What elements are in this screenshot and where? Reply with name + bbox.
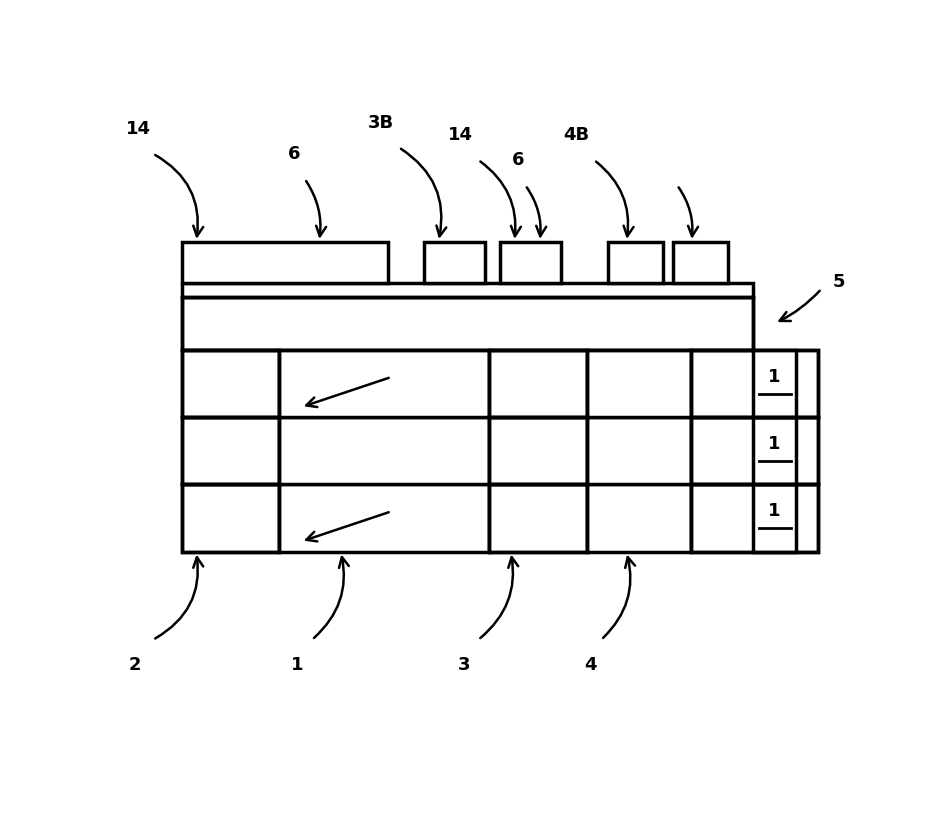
Bar <box>691 350 818 417</box>
Bar <box>753 417 797 484</box>
Bar <box>691 484 818 551</box>
Bar <box>489 484 587 551</box>
Bar <box>489 484 587 551</box>
Bar <box>608 242 662 283</box>
Text: 1: 1 <box>291 655 303 673</box>
Bar <box>691 417 818 484</box>
Bar <box>182 297 753 350</box>
Bar <box>279 350 489 417</box>
Bar <box>489 350 587 417</box>
Bar <box>279 484 489 551</box>
Bar <box>753 484 797 551</box>
Text: 4: 4 <box>584 655 596 673</box>
Bar <box>489 350 587 417</box>
Text: 6: 6 <box>511 151 524 169</box>
Bar <box>489 417 587 484</box>
Text: 6: 6 <box>287 145 300 163</box>
Bar <box>182 484 279 551</box>
Bar <box>489 484 587 551</box>
Bar <box>182 350 279 417</box>
Text: 14: 14 <box>448 126 473 144</box>
Bar <box>182 417 279 484</box>
Bar <box>424 242 485 283</box>
Bar <box>182 350 279 417</box>
Bar <box>691 484 818 551</box>
Bar <box>182 297 753 350</box>
Bar <box>500 242 562 283</box>
Bar <box>691 417 818 484</box>
Bar <box>182 417 279 484</box>
Bar <box>182 297 753 350</box>
Bar <box>182 283 753 297</box>
Bar <box>489 350 587 417</box>
Bar <box>691 350 818 417</box>
Text: 5: 5 <box>832 273 845 291</box>
Bar <box>182 484 279 551</box>
Bar <box>691 484 818 551</box>
Bar <box>587 350 691 417</box>
Bar <box>489 417 587 484</box>
Bar <box>587 484 691 551</box>
Bar <box>587 417 691 484</box>
Text: 14: 14 <box>126 120 151 138</box>
Text: 1: 1 <box>769 502 781 520</box>
Bar <box>691 350 818 417</box>
Bar <box>182 242 388 283</box>
Bar <box>489 417 587 484</box>
Bar <box>182 417 279 484</box>
Bar <box>674 242 728 283</box>
Text: 2: 2 <box>129 655 141 673</box>
Text: 3B: 3B <box>368 114 394 132</box>
Bar <box>182 350 279 417</box>
Text: 1: 1 <box>769 368 781 386</box>
Text: 3: 3 <box>457 655 470 673</box>
Bar <box>753 350 797 417</box>
Text: 1: 1 <box>769 435 781 453</box>
Bar <box>691 417 818 484</box>
Text: 4B: 4B <box>563 126 589 144</box>
Bar <box>279 417 489 484</box>
Bar <box>182 484 279 551</box>
